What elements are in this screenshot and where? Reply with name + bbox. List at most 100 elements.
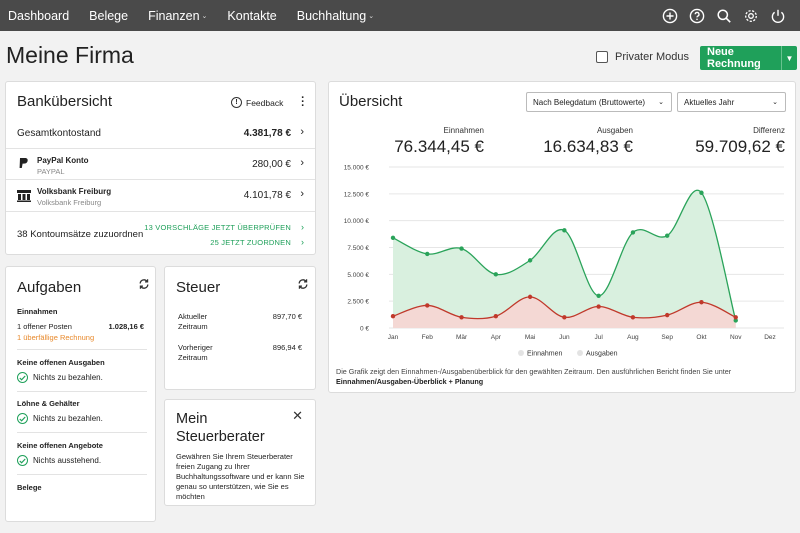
previous-period-label: Vorheriger Zeitraum [178,343,213,362]
legend-marker [518,350,524,356]
income-line [392,189,737,321]
private-mode-toggle[interactable]: Privater Modus [596,51,689,63]
check-icon [17,455,28,466]
kpi-difference-value: 59.709,62 € [695,137,785,156]
date-basis-value: Nach Belegdatum (Bruttowerte) [533,97,646,107]
close-icon[interactable]: ✕ [292,408,303,423]
expenses-point [390,313,396,319]
nav-belege-label: Belege [89,8,129,23]
expenses-heading: Keine offenen Ausgaben [17,358,105,367]
feedback-label: Feedback [246,97,284,108]
private-mode-label: Privater Modus [615,51,689,63]
nav-finanzen-label: Finanzen [148,8,200,23]
expenses-point [425,303,430,308]
search-icon[interactable] [716,8,732,24]
help-icon[interactable] [689,8,705,24]
private-mode-checkbox[interactable] [596,51,608,63]
expenses-point [664,312,670,318]
x-tick-label: Dez [764,334,776,341]
x-tick-label: Sep [661,334,673,341]
income-point [596,293,601,298]
nav-kontakte-label: Kontakte [227,8,277,23]
expenses-point [459,315,464,320]
check-icon [17,413,28,424]
y-tick-label: 12.500 € [344,191,370,198]
power-icon[interactable] [770,8,786,24]
date-basis-select[interactable]: Nach Belegdatum (Bruttowerte) ⌄ [526,92,672,112]
period-select[interactable]: Aktuelles Jahr ⌄ [677,92,786,112]
feedback-icon: ! [231,97,242,108]
y-tick-label: 10.000 € [344,218,370,225]
top-navigation: Dashboard Belege Finanzen ⌄ Kontakte Buch… [0,0,800,31]
kpi-income-value: 76.344,45 € [394,137,484,156]
overdue-invoice-link[interactable]: 1 überfällige Rechnung [17,333,95,342]
x-tick-label: Apr [491,334,502,341]
expenses-point [630,315,636,320]
income-point [562,228,567,233]
tax-advisor-text: Gewähren Sie Ihrem Steuerberater freien … [176,452,305,501]
x-tick-label: Aug [627,334,639,341]
income-point [390,235,396,241]
x-tick-label: Jan [388,334,399,341]
unassigned-transactions-label: 38 Kontoumsätze zuzuordnen [17,229,144,240]
account-row-volksbank[interactable]: Volksbank Freiburg Volksbank Freiburg 4.… [6,179,315,211]
y-tick-label: 0 € [360,326,369,333]
assign-now-link[interactable]: 25 JETZT ZUORDNEN [210,238,291,247]
divider [17,432,147,433]
offers-status-text: Nichts ausstehend. [33,456,102,465]
kpi-difference-label: Differenz [753,126,785,135]
new-invoice-split-button: Neue Rechnung ▼ [700,46,797,70]
new-invoice-button[interactable]: Neue Rechnung [700,46,781,70]
income-expense-chart: 0 € 2.500 € 5.000 € 7.500 € 10.000 € 12.500 €… [329,157,795,372]
expenses-point [493,313,499,319]
chevron-down-icon[interactable]: ▼ [781,46,797,70]
nav-dashboard[interactable]: Dashboard [8,9,69,23]
expenses-point [733,315,738,320]
offers-status: Nichts ausstehend. [17,455,101,466]
overview-title: Übersicht [339,93,403,110]
x-tick-label: Okt [696,334,706,341]
paypal-icon [19,158,28,168]
chevron-right-icon: › [300,188,304,200]
income-point [664,233,670,238]
chevron-down-icon: ⌄ [368,12,375,20]
x-tick-label: Feb [422,334,434,341]
refresh-icon[interactable] [138,278,150,290]
legend-label: Einnahmen [527,351,563,358]
more-options-icon[interactable]: · · · [301,92,305,112]
nav-finanzen[interactable]: Finanzen ⌄ [148,9,207,23]
nav-kontakte[interactable]: Kontakte [227,9,276,23]
tasks-title: Aufgaben [17,279,82,296]
account-sub: PAYPAL [37,167,65,176]
wages-status-text: Nichts zu bezahlen. [33,414,103,423]
y-tick-label: 5.000 € [347,272,369,279]
total-balance-row[interactable]: Gesamtkontostand 4.381,78 € › [6,119,315,150]
bank-overview-card: Bankübersicht ! Feedback · · · Gesamtkonto… [5,81,316,255]
open-items-label[interactable]: 1 offener Posten [17,322,72,331]
income-area [393,190,736,328]
offers-heading: Keine offenen Angebote [17,441,103,450]
expenses-status-text: Nichts zu bezahlen. [33,373,103,382]
divider [17,349,147,350]
x-tick-label: Jul [594,334,603,341]
income-point [459,246,464,251]
tax-title: Steuer [176,279,221,296]
feedback-button[interactable]: ! Feedback [231,97,283,108]
kpi-expenses-label: Ausgaben [596,126,633,135]
chevron-down-icon: ⌄ [658,99,664,106]
gear-icon[interactable] [743,8,759,24]
income-heading: Einnahmen [17,307,58,316]
refresh-icon[interactable] [297,278,309,290]
nav-icon-group [651,0,786,31]
y-tick-label: 2.500 € [347,299,369,306]
nav-belege[interactable]: Belege [89,9,128,23]
nav-buchhaltung[interactable]: Buchhaltung ⌄ [297,9,374,23]
account-row-paypal[interactable]: PayPal Konto PAYPAL 280,00 € › [6,148,315,179]
kpi-expenses-value: 16.634,83 € [543,137,633,156]
account-name: PayPal Konto [37,156,89,165]
review-suggestions-link[interactable]: 13 VORSCHLÄGE JETZT ÜBERPRÜFEN [144,223,291,232]
divider [17,474,147,475]
chart-caption-text: Die Grafik zeigt den Einnahmen-/Ausgaben… [336,367,732,376]
report-link[interactable]: Einnahmen/Ausgaben-Überblick + Planung [336,377,484,386]
plus-circle-icon[interactable] [662,8,678,24]
